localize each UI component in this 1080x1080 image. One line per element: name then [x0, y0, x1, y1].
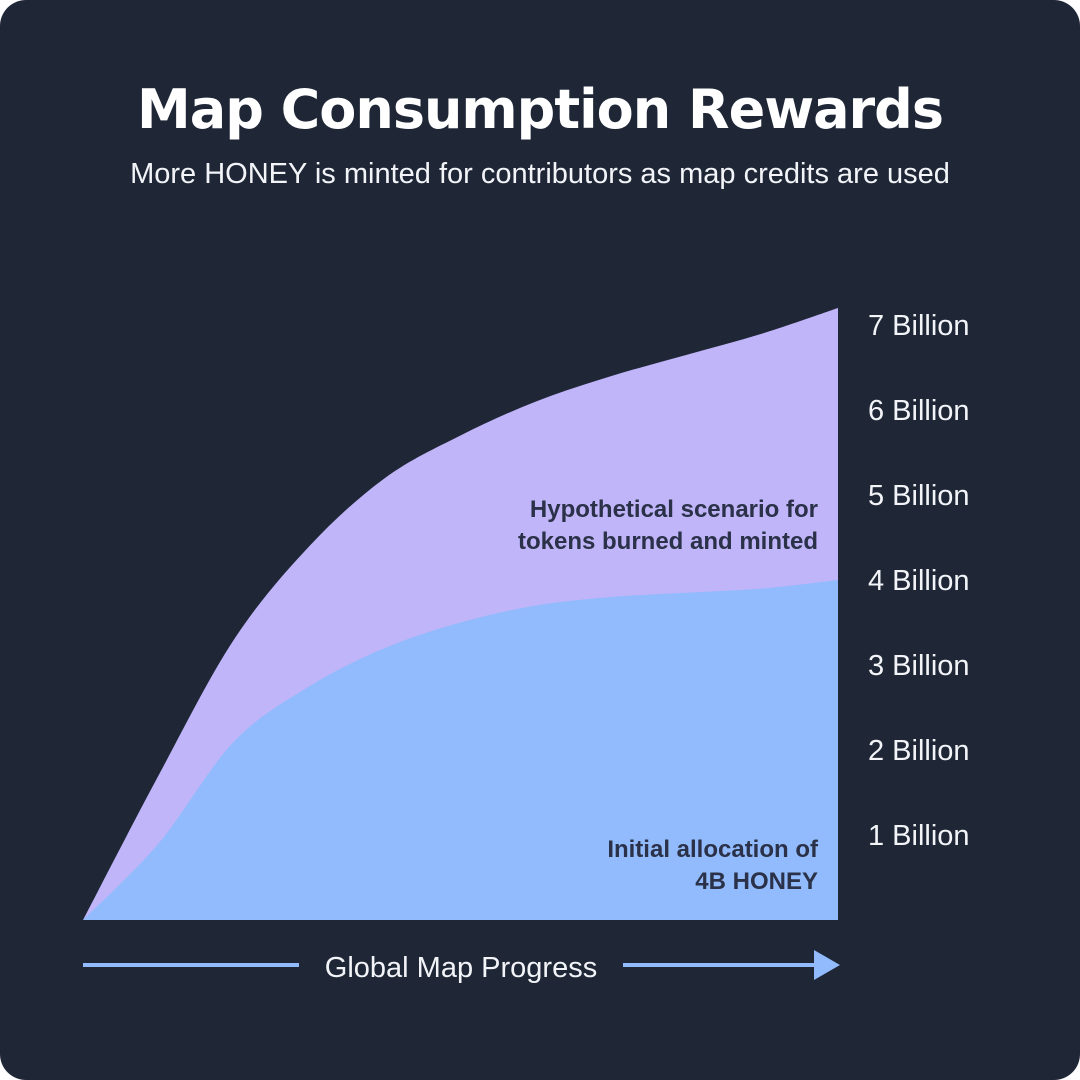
area-initial-allocation [83, 580, 838, 920]
y-tick-label: 5 Billion [868, 480, 970, 512]
annotation-lower-line-1: Initial allocation of [607, 836, 819, 863]
y-tick-label: 2 Billion [868, 735, 970, 767]
y-tick-label: 4 Billion [868, 565, 970, 597]
y-axis-ticks: 1 Billion 2 Billion 3 Billion 4 Billion 5 Bi… [868, 310, 970, 852]
y-tick-label: 3 Billion [868, 650, 970, 682]
y-tick-label: 1 Billion [868, 820, 970, 852]
annotation-lower-line-2: 4B HONEY [695, 868, 818, 895]
chart-subtitle: More HONEY is minted for contributors as… [130, 158, 950, 190]
x-axis-label: Global Map Progress [325, 952, 597, 984]
chart-title: Map Consumption Rewards [137, 78, 944, 141]
annotation-upper-line-2: tokens burned and minted [518, 528, 818, 555]
annotation-upper-line-1: Hypothetical scenario for [530, 496, 818, 523]
arrow-right-icon [814, 950, 840, 980]
y-tick-label: 7 Billion [868, 310, 970, 342]
y-tick-label: 6 Billion [868, 395, 970, 427]
